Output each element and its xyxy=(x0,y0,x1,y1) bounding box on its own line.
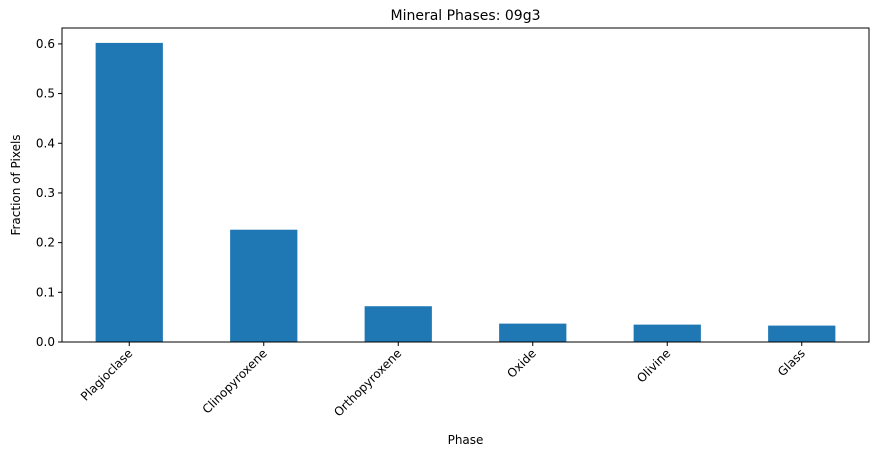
y-tick-label: 0.1 xyxy=(36,285,55,299)
x-tick-label-glass: Glass xyxy=(775,346,808,379)
x-tick-label-plagioclase: Plagioclase xyxy=(78,346,135,403)
y-tick-label: 0.2 xyxy=(36,236,55,250)
y-tick-label: 0.5 xyxy=(36,87,55,101)
bar-oxide xyxy=(499,323,567,342)
y-axis: 0.0 0.1 0.2 0.3 0.4 0.5 0.6 xyxy=(36,37,62,349)
bar-orthopyroxene xyxy=(364,306,432,342)
bar-plagioclase xyxy=(95,42,163,343)
bar-olivine xyxy=(633,324,701,342)
x-tick-label-olivine: Olivine xyxy=(634,346,673,385)
bar-glass xyxy=(768,325,836,342)
y-axis-title: Fraction of Pixels xyxy=(9,134,23,235)
y-tick-label: 0.6 xyxy=(36,37,55,51)
y-tick-label: 0.3 xyxy=(36,186,55,200)
x-tick-label-clinopyroxene: Clinopyroxene xyxy=(200,346,270,416)
y-tick-label: 0.0 xyxy=(36,335,55,349)
chart-title: Mineral Phases: 09g3 xyxy=(390,8,540,24)
bar-clinopyroxene xyxy=(230,229,298,342)
bars-group xyxy=(95,42,836,343)
x-tick-label-oxide: Oxide xyxy=(504,346,539,381)
x-axis: Plagioclase Clinopyroxene Orthopyroxene Oxi… xyxy=(78,342,808,419)
x-tick-label-orthopyroxene: Orthopyroxene xyxy=(331,346,404,419)
plot-frame xyxy=(61,27,870,343)
y-tick-label: 0.4 xyxy=(36,136,55,150)
x-axis-title: Phase xyxy=(448,433,484,447)
